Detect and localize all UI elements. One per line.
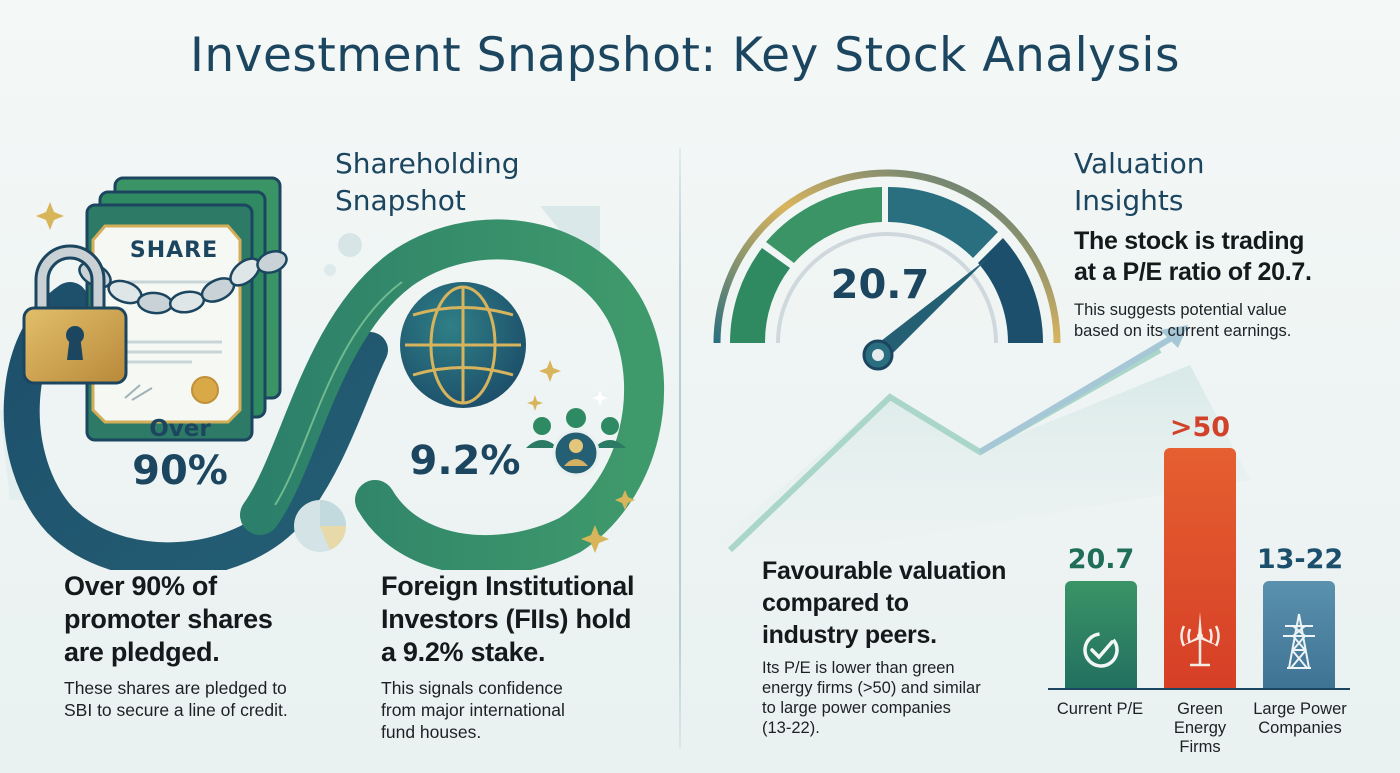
- bar-label-green-energy: Green Energy Firms: [1173, 700, 1227, 756]
- certificate-label: SHARE: [129, 238, 219, 263]
- power-tower-icon: [1283, 613, 1315, 669]
- pe-comparison-chart: 20.7 >50 13-22: [1040, 400, 1400, 773]
- bar-value-large-power: 13-22: [1256, 544, 1344, 575]
- bar-value-green-energy: >50: [1169, 412, 1231, 443]
- gauge-value: 20.7: [830, 262, 930, 308]
- valuation-heading: Valuation Insights: [1074, 147, 1205, 217]
- bar-label-current-pe: Current P/E: [1056, 700, 1144, 718]
- padlock-icon: [22, 244, 128, 385]
- fii-description: This signals confidence from major inter…: [381, 678, 565, 742]
- chart-baseline: [1048, 688, 1350, 690]
- pe-description: This suggests potential value based on i…: [1074, 301, 1292, 340]
- fii-statement: Foreign Institutional Investors (FIIs) h…: [381, 571, 635, 667]
- pe-statement: The stock is trading at a P/E ratio of 2…: [1074, 227, 1312, 286]
- pledge-statement: Over 90% of promoter shares are pledged.: [64, 571, 273, 667]
- pledge-overlay-value: 90%: [132, 448, 228, 494]
- wind-turbine-icon: [1180, 612, 1220, 667]
- globe-icon: [400, 282, 526, 408]
- investor-group-icon: [526, 408, 626, 477]
- bar-green-energy: [1164, 448, 1236, 688]
- bar-label-large-power: Large Power Companies: [1253, 700, 1347, 737]
- bar-large-power: [1263, 581, 1335, 688]
- pledge-description: These shares are pledged to SBI to secur…: [64, 678, 288, 720]
- infinity-ribbon-illustration: [0, 176, 664, 570]
- peer-statement: Favourable valuation compared to industr…: [762, 557, 1007, 649]
- page-title: Investment Snapshot: Key Stock Analysis: [190, 28, 1180, 83]
- gauge-needle-icon: [862, 258, 988, 371]
- peer-description: Its P/E is lower than green energy firms…: [762, 659, 981, 737]
- valuation-gauge-illustration: [713, 169, 1250, 570]
- section-divider: [679, 148, 681, 748]
- pledge-overlay-prefix: Over: [149, 416, 211, 442]
- shareholding-heading: Shareholding Snapshot: [335, 147, 520, 217]
- gauge-segments: [730, 187, 1044, 343]
- check-circle-icon: [1083, 632, 1119, 668]
- fii-overlay-value: 9.2%: [409, 438, 521, 484]
- bar-value-current-pe: 20.7: [1067, 544, 1135, 575]
- bar-current-pe: [1065, 581, 1137, 688]
